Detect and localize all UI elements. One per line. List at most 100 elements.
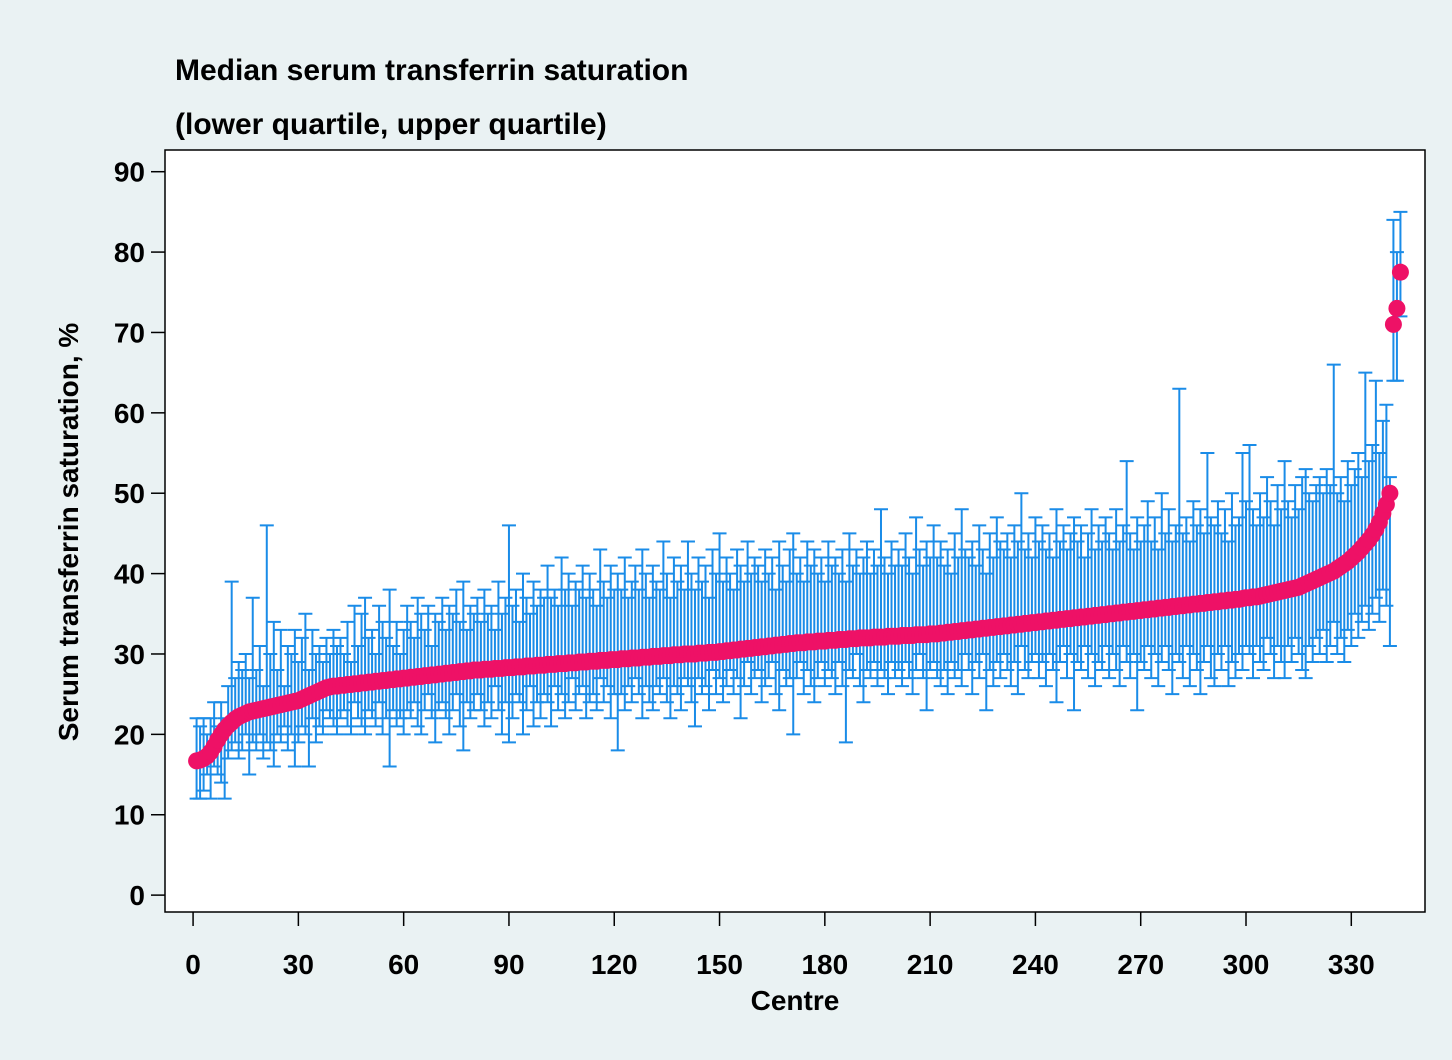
error-bar xyxy=(859,540,874,672)
y-tick-label: 60 xyxy=(114,398,145,429)
x-axis-label: Centre xyxy=(751,985,840,1016)
error-bar xyxy=(435,596,450,704)
error-bar xyxy=(358,596,373,736)
error-bar xyxy=(758,548,773,688)
error-bar xyxy=(1253,492,1268,664)
error-bar xyxy=(1147,516,1162,655)
error-bar xyxy=(1161,508,1176,672)
error-bar xyxy=(954,508,969,688)
error-bar xyxy=(1316,492,1331,631)
error-bar xyxy=(1298,468,1313,680)
error-bar xyxy=(968,564,983,664)
y-axis-label: Serum transferrin saturation, % xyxy=(53,323,84,742)
error-bar xyxy=(477,588,492,728)
error-bar xyxy=(835,548,850,688)
error-bar xyxy=(744,572,759,696)
error-bar xyxy=(1091,524,1106,664)
median-point xyxy=(1391,263,1409,281)
error-bar xyxy=(789,572,804,680)
x-tick-label: 180 xyxy=(801,949,848,980)
error-bar xyxy=(480,612,495,704)
error-bar xyxy=(1217,508,1232,647)
error-bar xyxy=(1340,460,1355,631)
error-bar xyxy=(1337,500,1352,664)
error-bar xyxy=(719,556,734,688)
error-bar xyxy=(631,588,646,696)
error-bar xyxy=(919,540,934,712)
error-bar xyxy=(716,580,731,704)
error-bar xyxy=(1288,484,1303,639)
error-bar xyxy=(803,564,818,688)
error-bar xyxy=(694,580,709,696)
error-bar xyxy=(600,596,615,688)
error-bar xyxy=(561,572,576,704)
error-bar xyxy=(1158,532,1173,647)
error-bar xyxy=(340,620,355,728)
y-tick-label: 50 xyxy=(114,478,145,509)
median-point xyxy=(1384,315,1402,333)
error-bar xyxy=(1119,460,1134,664)
error-bar xyxy=(1028,516,1043,655)
error-bar xyxy=(1165,540,1180,696)
error-bar xyxy=(410,596,425,728)
error-bar xyxy=(1281,500,1296,647)
error-bar xyxy=(519,596,534,712)
error-bar xyxy=(354,612,369,728)
error-bar xyxy=(1151,548,1166,688)
error-bar xyxy=(1242,443,1257,655)
x-tick-label: 60 xyxy=(388,949,419,980)
error-bar xyxy=(1000,532,1015,672)
y-tick-label: 80 xyxy=(114,237,145,268)
error-bar xyxy=(1260,476,1275,639)
error-bar xyxy=(870,564,885,688)
error-bar xyxy=(993,540,1008,680)
error-bar xyxy=(845,564,860,680)
x-tick-label: 270 xyxy=(1117,949,1164,980)
error-bar xyxy=(709,572,724,696)
x-tick-label: 330 xyxy=(1328,949,1375,980)
error-bar xyxy=(670,580,685,696)
error-bar xyxy=(582,572,597,704)
error-bar xyxy=(902,556,917,680)
error-bar xyxy=(501,524,516,744)
error-bar xyxy=(1312,476,1327,655)
error-bar xyxy=(319,636,334,712)
error-bar xyxy=(891,548,906,672)
error-bar xyxy=(1347,468,1362,615)
error-bar xyxy=(508,588,523,696)
y-tick-label: 30 xyxy=(114,639,145,670)
error-bar xyxy=(1109,508,1124,672)
error-bar xyxy=(1182,540,1197,688)
error-bar xyxy=(786,532,801,736)
error-bar xyxy=(586,588,601,696)
error-bar xyxy=(1154,492,1169,664)
error-bar xyxy=(944,572,959,664)
error-bar xyxy=(596,580,611,704)
x-tick-label: 90 xyxy=(493,949,524,980)
error-bar xyxy=(979,572,994,712)
error-bar xyxy=(1077,556,1092,647)
error-bar xyxy=(621,596,636,688)
error-bar xyxy=(972,524,987,680)
error-bar xyxy=(1116,524,1131,647)
error-bar xyxy=(1098,516,1113,647)
error-bar xyxy=(1031,540,1046,680)
error-bar xyxy=(698,564,713,688)
error-bar xyxy=(1186,500,1201,655)
error-bar xyxy=(1052,540,1067,664)
error-bar xyxy=(863,572,878,680)
error-bar xyxy=(996,548,1011,655)
error-bar xyxy=(842,532,857,672)
error-bar xyxy=(1035,524,1050,664)
error-bar xyxy=(617,556,632,712)
error-bar xyxy=(1295,476,1310,672)
error-bar xyxy=(1063,532,1078,655)
error-bar xyxy=(684,572,699,704)
error-bar xyxy=(1200,452,1215,647)
error-bar xyxy=(1070,540,1085,664)
error-bar xyxy=(491,580,506,712)
error-bar xyxy=(965,540,980,696)
error-bar xyxy=(666,556,681,688)
error-bar xyxy=(747,556,762,680)
